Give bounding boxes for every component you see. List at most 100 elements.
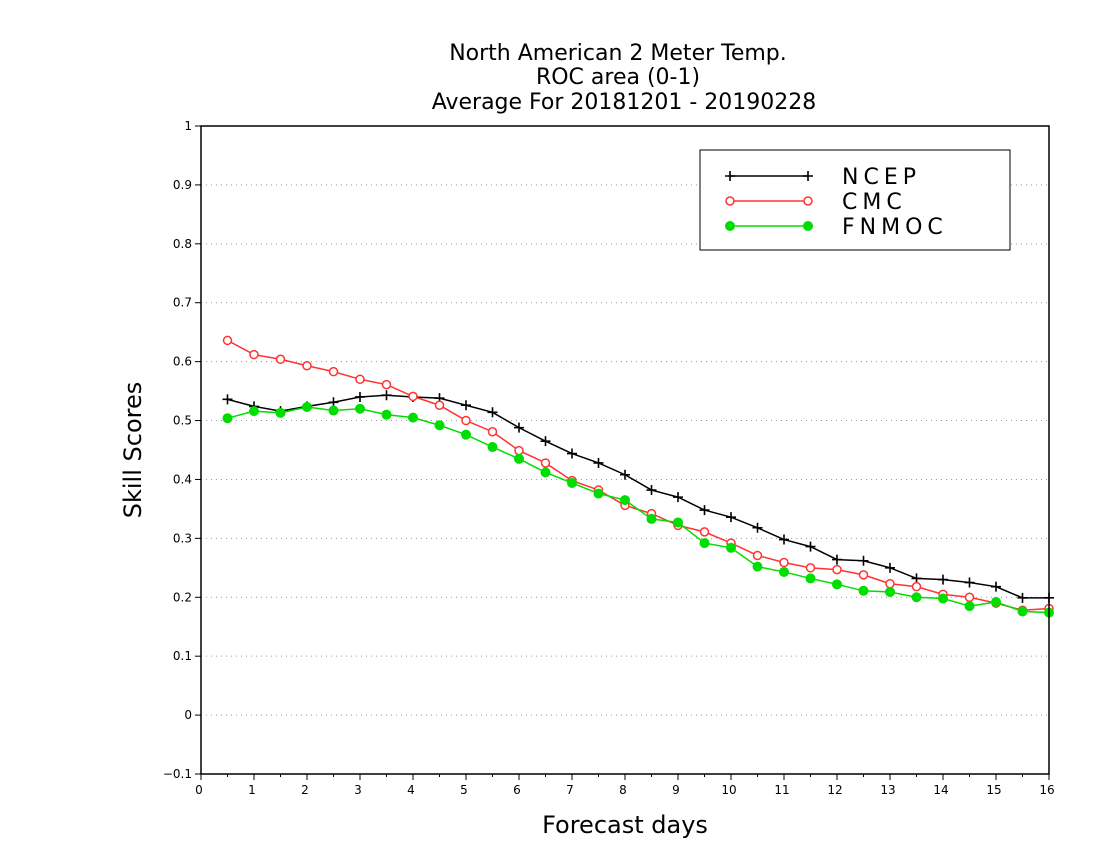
y-tick-label: 0.2	[173, 590, 192, 604]
data-point-cmc	[540, 458, 551, 468]
data-point-fnmoc	[832, 579, 842, 590]
data-point-ncep	[355, 391, 365, 402]
data-point-ncep	[593, 457, 604, 468]
legend-marker-ncep	[803, 171, 813, 181]
x-tick-label: 0	[195, 783, 203, 797]
data-point-ncep	[540, 436, 551, 447]
x-axis-label: Forecast days	[542, 811, 708, 839]
series-fnmoc	[222, 401, 1054, 618]
data-point-ncep	[726, 512, 736, 523]
data-point-fnmoc	[540, 467, 551, 478]
data-point-ncep	[779, 534, 789, 545]
x-tick-label: 9	[672, 783, 680, 797]
data-point-fnmoc	[222, 413, 233, 424]
x-axis-ticks: 0 1 2 3 4 5 6 7 8 9 10 11 12 13 14 15 16	[195, 774, 1055, 797]
title-line-3: Average For 20181201 - 20190228	[432, 90, 817, 115]
data-point-cmc	[275, 354, 286, 365]
data-point-ncep	[514, 422, 524, 433]
data-point-fnmoc	[567, 477, 577, 488]
legend-marker-cmc	[803, 196, 813, 206]
series-line-cmc	[227, 339, 1050, 611]
gridlines	[201, 184, 1049, 716]
legend-item-cmc: CMC	[725, 190, 902, 215]
x-tick-label: 7	[566, 783, 574, 797]
title-line-2: ROC area (0-1)	[536, 65, 700, 90]
data-point-ncep	[752, 522, 763, 533]
data-point-cmc	[832, 564, 842, 575]
x-tick-label: 2	[301, 783, 309, 797]
data-point-fnmoc	[355, 403, 365, 414]
x-tick-label: 1	[248, 783, 256, 797]
data-point-ncep	[805, 541, 816, 552]
x-tick-label: 5	[460, 783, 468, 797]
legend-label-ncep: NCEP	[842, 165, 921, 190]
data-point-cmc	[461, 415, 471, 426]
data-point-fnmoc	[805, 573, 816, 584]
y-tick-label: 0.6	[173, 355, 192, 369]
x-tick-label: 14	[933, 783, 948, 797]
data-point-ncep	[461, 400, 471, 411]
data-point-fnmoc	[1017, 606, 1028, 617]
data-point-cmc	[514, 445, 524, 456]
data-point-fnmoc	[673, 517, 683, 528]
data-point-fnmoc	[328, 405, 339, 416]
data-point-ncep	[487, 407, 498, 418]
legend-box	[699, 149, 1011, 251]
x-tick-label: 8	[619, 783, 627, 797]
series-line-ncep	[227, 394, 1049, 599]
data-point-fnmoc	[381, 409, 392, 420]
y-tick-label: −0.1	[163, 767, 192, 781]
x-tick-label: 3	[354, 783, 362, 797]
y-tick-label: 0.5	[173, 414, 192, 428]
data-point-ncep	[673, 492, 683, 503]
data-point-ncep	[911, 573, 922, 584]
y-tick-label: 0.9	[173, 178, 192, 192]
data-point-cmc	[752, 550, 763, 561]
data-point-fnmoc	[593, 488, 604, 499]
data-point-cmc	[302, 361, 312, 371]
data-point-cmc	[222, 335, 233, 346]
data-point-fnmoc	[726, 542, 736, 553]
series-cmc	[222, 335, 1054, 615]
y-axis-ticks: −0.1 0 0.1 0.2 0.3 0.4 0.5 0.6 0.7 0.8 0.9 1	[163, 119, 201, 781]
data-point-cmc	[779, 557, 789, 568]
y-tick-label: 0.1	[173, 649, 192, 663]
data-point-ncep	[1017, 592, 1028, 603]
y-tick-label: 0.8	[173, 237, 192, 251]
data-point-cmc	[381, 379, 392, 390]
legend-marker-ncep	[725, 171, 735, 181]
data-point-fnmoc	[408, 412, 418, 423]
data-point-cmc	[487, 426, 498, 437]
legend-marker-fnmoc	[803, 221, 813, 231]
data-point-cmc	[885, 578, 895, 589]
data-point-fnmoc	[779, 566, 789, 577]
plot-frame	[200, 125, 1050, 775]
legend-marker-cmc	[725, 196, 735, 206]
data-point-cmc	[249, 349, 259, 360]
x-tick-label: 10	[721, 783, 736, 797]
x-tick-label: 11	[774, 783, 789, 797]
data-point-fnmoc	[938, 593, 948, 604]
chart-title: North American 2 Meter Temp. ROC area (0…	[432, 41, 817, 115]
data-point-fnmoc	[434, 420, 445, 431]
series-line-fnmoc	[227, 406, 1050, 614]
data-point-ncep	[885, 562, 895, 573]
y-tick-label: 0.3	[173, 531, 192, 545]
data-point-fnmoc	[885, 586, 895, 597]
x-tick-label: 13	[880, 783, 895, 797]
data-point-ncep	[381, 390, 392, 401]
legend-item-fnmoc: FNMOC	[725, 215, 943, 240]
data-point-fnmoc	[911, 592, 922, 603]
data-point-cmc	[408, 391, 418, 402]
data-point-fnmoc	[858, 585, 869, 596]
data-point-fnmoc	[275, 407, 286, 418]
data-point-cmc	[911, 581, 922, 592]
y-tick-label: 0.7	[173, 296, 192, 310]
data-point-fnmoc	[620, 495, 630, 506]
data-point-fnmoc	[699, 538, 710, 549]
data-point-cmc	[434, 400, 445, 410]
x-tick-label: 16	[1039, 783, 1054, 797]
